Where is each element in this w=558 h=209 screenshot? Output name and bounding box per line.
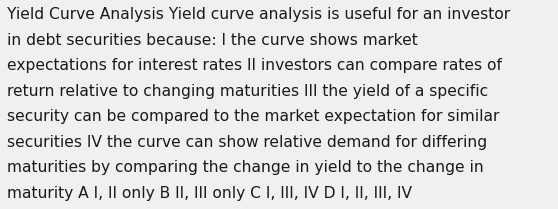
Text: maturity A I, II only B II, III only C I, III, IV D I, II, III, IV: maturity A I, II only B II, III only C I… <box>7 186 412 201</box>
Text: expectations for interest rates II investors can compare rates of: expectations for interest rates II inves… <box>7 58 502 73</box>
Text: security can be compared to the market expectation for similar: security can be compared to the market e… <box>7 109 499 124</box>
Text: in debt securities because: I the curve shows market: in debt securities because: I the curve … <box>7 33 417 48</box>
Text: securities IV the curve can show relative demand for differing: securities IV the curve can show relativ… <box>7 135 487 150</box>
Text: maturities by comparing the change in yield to the change in: maturities by comparing the change in yi… <box>7 160 483 175</box>
Text: Yield Curve Analysis Yield curve analysis is useful for an investor: Yield Curve Analysis Yield curve analysi… <box>7 7 510 22</box>
Text: return relative to changing maturities III the yield of a specific: return relative to changing maturities I… <box>7 84 488 99</box>
